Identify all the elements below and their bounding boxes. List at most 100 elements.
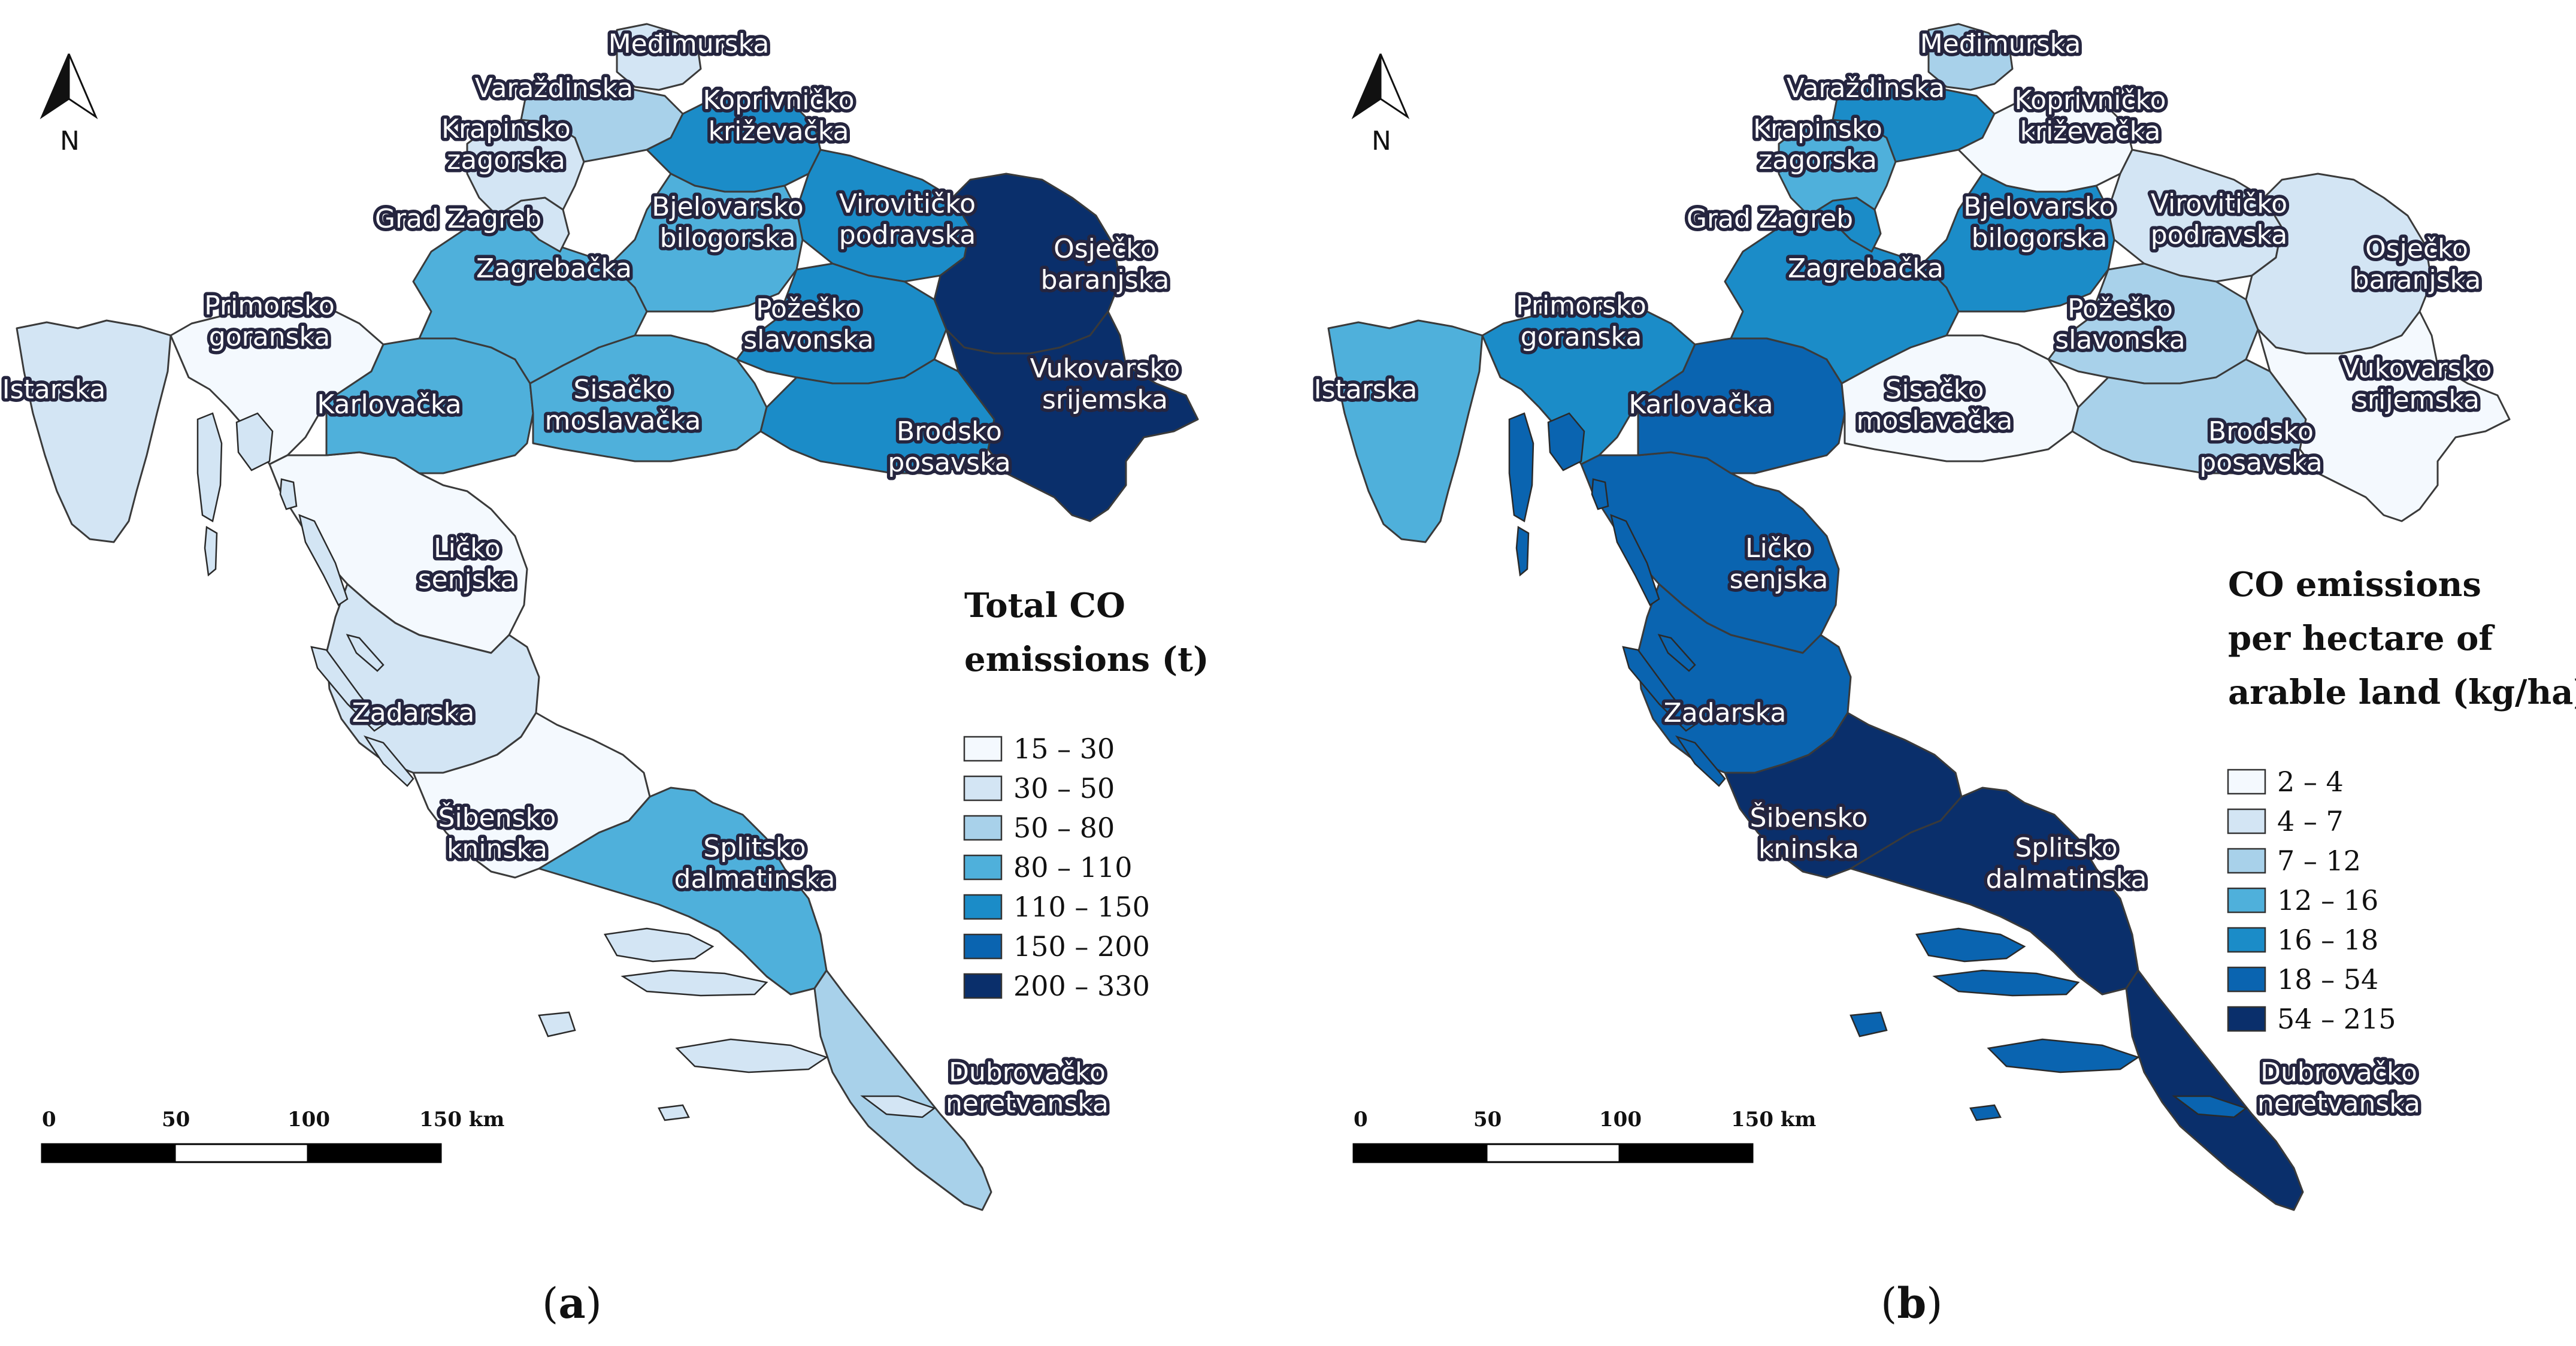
island-vis <box>1849 1011 1888 1038</box>
county-label-medimurska: Međimurska <box>609 29 770 59</box>
county-label-sibensko: Šibensko kninska <box>438 801 556 864</box>
county-label-sisacko: Sisačko moslavačka <box>545 374 701 436</box>
scale-tick-0: 0 <box>1354 1108 1368 1132</box>
county-label-istarska: Istarska <box>1314 374 1418 405</box>
county-label-vukovarsko: Vukovarsko srijemska <box>2342 353 2492 415</box>
scale-tick-150: 150 km <box>1731 1108 1816 1132</box>
scale-tick-100: 100 <box>1599 1108 1642 1132</box>
legend-title-a-line-1: Total CO <box>964 586 1125 625</box>
legend-swatch-5 <box>963 933 1003 960</box>
legend-swatch-4 <box>963 894 1003 920</box>
island-kornati <box>363 735 414 787</box>
county-labels-b: Međimurska Varaždinska Koprivničko križevač… <box>1310 26 2495 1123</box>
map-croatia-b <box>1327 23 2511 1211</box>
county-label-viroviticko: Virovitičko podravska <box>839 189 976 250</box>
county-istarska <box>16 319 172 543</box>
legend-swatch-3 <box>963 854 1003 881</box>
legend-swatch-6 <box>963 973 1003 999</box>
county-dubrovacko-neretvanska <box>2125 969 2304 1211</box>
island-mljet <box>2172 1095 2248 1118</box>
legend-swatch-0 <box>963 736 1003 762</box>
county-label-pozesko: Požeško slavonska <box>743 294 874 355</box>
county-dubrovacko-neretvanska <box>813 969 992 1211</box>
legend-swatch-1 <box>963 775 1003 801</box>
legend-label-5: 150 – 200 <box>1013 930 1150 963</box>
island-kornati <box>1675 735 1726 787</box>
legend-items-a: 15 – 30 30 – 50 50 – 80 80 – 110 110 – 150 15… <box>963 733 1150 1002</box>
legend-b: CO emissions per hectare of arable land … <box>2227 565 2576 1035</box>
scale-segment-3 <box>1618 1143 1754 1163</box>
panel-a-total-co-map: Međimurska Varaždinska Koprivničko križevač… <box>0 23 1209 1328</box>
scale-tick-0: 0 <box>42 1108 56 1132</box>
county-label-licko: Ličko senjska <box>418 533 517 595</box>
scale-segment-3 <box>307 1143 442 1163</box>
legend-label-3: 80 – 110 <box>1013 851 1133 884</box>
legend-a: Total CO emissions (t) 15 – 30 30 – 50 50 … <box>963 586 1209 1002</box>
island-rab <box>279 478 298 510</box>
panel-caption-b: (b) <box>1881 1278 1943 1328</box>
county-label-sibensko: Šibensko kninska <box>1750 801 1868 864</box>
legend-label-1: 4 – 7 <box>2277 805 2344 837</box>
county-splitsko-dalmatinska <box>538 787 828 996</box>
county-label-medimurska: Međimurska <box>1920 29 2081 59</box>
county-label-brodsko: Brodsko posavska <box>2199 416 2322 478</box>
island-brac <box>604 927 715 963</box>
county-vukovarsko-srijemska <box>945 310 1199 522</box>
scale-tick-50: 50 <box>162 1108 190 1132</box>
island-dugi-otok <box>1622 646 1696 732</box>
county-label-karlovacka: Karlovačka <box>317 389 461 420</box>
island-lastovo <box>1969 1104 2002 1121</box>
county-label-koprivnicko: Koprivničko križevačka <box>703 85 855 147</box>
legend-label-5: 18 – 54 <box>2277 963 2378 996</box>
legend-items-b: 2 – 4 4 – 7 7 – 12 12 – 16 16 – 18 18 – 54 54 … <box>2227 766 2396 1035</box>
island-hvar <box>620 969 768 997</box>
county-label-zagrebacka: Zagrebačka <box>1788 253 1944 284</box>
island-korcula <box>1987 1038 2140 1073</box>
north-arrow-icon <box>40 53 70 120</box>
county-label-splitsko: Splitsko dalmatinska <box>1986 833 2147 894</box>
scale-segment-1 <box>1352 1143 1488 1163</box>
island-krk <box>235 412 274 471</box>
scale-tick-150: 150 km <box>419 1108 504 1132</box>
county-label-primorsko: Primorsko goranska <box>1516 291 1646 352</box>
legend-swatch-3 <box>2227 887 2266 914</box>
island-cres <box>1508 412 1534 522</box>
legend-label-4: 110 – 150 <box>1013 891 1150 923</box>
island-hvar <box>1932 969 2080 997</box>
county-label-dubrovacko: Dubrovačko neretvanska <box>946 1057 1109 1119</box>
county-label-koprivnicko: Koprivničko križevačka <box>2015 85 2166 147</box>
county-label-bjelovarsko: Bjelovarsko bilogorska <box>1963 192 2115 253</box>
island-brac <box>1915 927 2026 963</box>
legend-swatch-1 <box>2227 808 2266 834</box>
county-label-istarska: Istarska <box>2 374 106 405</box>
county-label-splitsko: Splitsko dalmatinska <box>674 833 836 894</box>
adriatic-islands-b <box>1508 412 2248 1121</box>
county-medimurska <box>616 23 702 91</box>
island-rab <box>1591 478 1609 510</box>
scale-tick-100: 100 <box>287 1108 330 1132</box>
island-lastovo <box>658 1104 690 1121</box>
county-label-osjecko: Osječko baranjska <box>2353 234 2481 295</box>
county-istarska <box>1327 319 1484 543</box>
legend-swatch-5 <box>2227 966 2266 993</box>
island-ugljan <box>346 634 385 672</box>
scale-bar-a: 0 50 100 150 km <box>41 1108 504 1163</box>
scale-segment-1 <box>41 1143 176 1163</box>
island-pag <box>1610 513 1660 606</box>
legend-label-1: 30 – 50 <box>1013 772 1115 804</box>
north-arrow-icon <box>1351 53 1382 120</box>
legend-swatch-2 <box>2227 848 2266 874</box>
county-labels-a: Međimurska Varaždinska Koprivničko križevač… <box>0 26 1183 1123</box>
island-mljet <box>860 1095 936 1118</box>
map-croatia-a <box>16 23 1199 1211</box>
legend-label-6: 200 – 330 <box>1013 970 1150 1002</box>
county-label-zadarska: Zadarska <box>352 698 475 728</box>
scale-bar-b: 0 50 100 150 km <box>1352 1108 1816 1163</box>
county-label-varazdinska: Varaždinska <box>1787 73 1945 104</box>
panel-caption-a: (a) <box>542 1278 602 1328</box>
county-label-osjecko: Osječko baranjska <box>1041 234 1170 295</box>
county-label-varazdinska: Varaždinska <box>475 73 633 104</box>
county-label-bjelovarsko: Bjelovarsko bilogorska <box>652 192 803 253</box>
legend-swatch-2 <box>963 815 1003 841</box>
legend-title-a-line-2: emissions (t) <box>964 640 1209 679</box>
